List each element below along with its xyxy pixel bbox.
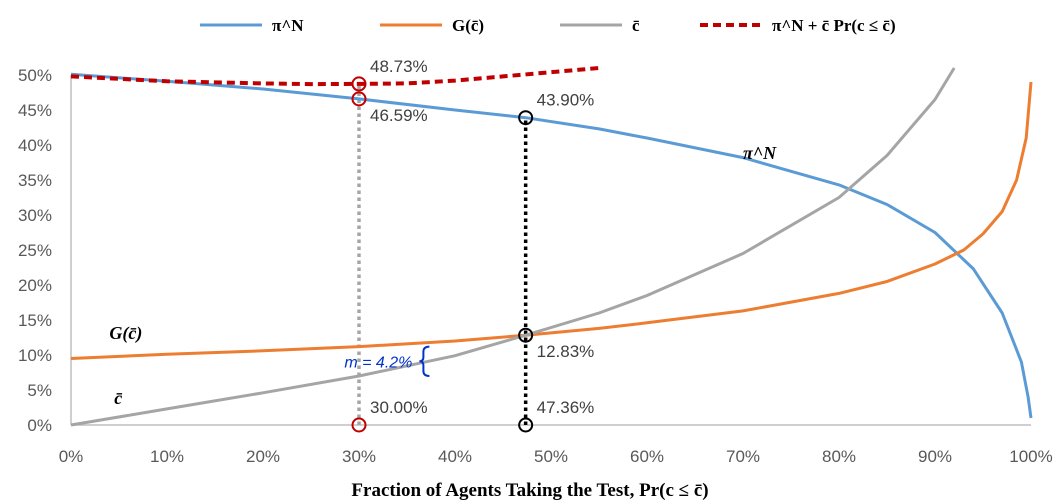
- y-tick-label: 20%: [18, 276, 52, 295]
- data-label: 48.73%: [370, 57, 428, 76]
- y-tick-label: 40%: [18, 136, 52, 155]
- axes: 0% 10% 20% 30% 40% 50% 60% 70% 80% 90% 100% 0% 5% 10%…: [18, 66, 1053, 466]
- y-tick-label: 5%: [27, 381, 52, 400]
- point-marker: [351, 91, 367, 107]
- x-tick-label: 40%: [438, 447, 472, 466]
- x-tick-label: 80%: [822, 447, 856, 466]
- y-tick-label: 0%: [27, 416, 52, 435]
- annotation-label: π^N: [743, 143, 777, 163]
- markers: [351, 76, 534, 433]
- data-label: 30.00%: [370, 398, 428, 417]
- point-marker: [351, 417, 367, 433]
- legend-label: c̄: [632, 16, 640, 35]
- point-marker: [518, 110, 534, 126]
- point-marker: [351, 76, 367, 92]
- point-marker: [518, 417, 534, 433]
- x-tick-label: 90%: [918, 447, 952, 466]
- x-tick-label: 50%: [534, 447, 568, 466]
- y-tick-label: 10%: [18, 346, 52, 365]
- y-tick-label: 50%: [18, 66, 52, 85]
- x-axis-title: Fraction of Agents Taking the Test, Pr(c…: [351, 480, 708, 501]
- y-tick-label: 45%: [18, 101, 52, 120]
- point-marker: [518, 327, 534, 343]
- series-lines: [70, 66, 1033, 427]
- x-tick-label: 20%: [246, 447, 280, 466]
- annotation-label: G(c̄): [109, 323, 142, 344]
- legend-label: G(c̄): [452, 16, 484, 35]
- data-label: 43.90%: [537, 91, 595, 110]
- data-labels: 48.73% 46.59% 43.90% 12.83% 30.00% 47.36%: [370, 57, 594, 417]
- y-tick-label: 35%: [18, 171, 52, 190]
- y-tick-label: 25%: [18, 241, 52, 260]
- annotation-label: c̄: [114, 388, 123, 408]
- data-label: 47.36%: [537, 398, 595, 417]
- vertical-guides: [357, 83, 528, 425]
- series-line: [70, 72, 1033, 419]
- legend-label: π^N + c̄ Pr(c ≤ c̄): [772, 16, 896, 35]
- x-tick-label: 30%: [342, 447, 376, 466]
- y-tick-label: 30%: [18, 206, 52, 225]
- annotation-label: m = 4.2%: [344, 354, 412, 371]
- x-tick-label: 10%: [150, 447, 184, 466]
- brace-shape: [419, 345, 430, 377]
- legend-label: π^N: [272, 16, 304, 35]
- series-line: [70, 81, 1033, 360]
- x-tick-label: 100%: [1009, 447, 1052, 466]
- data-label: 12.83%: [537, 342, 595, 361]
- x-tick-label: 70%: [726, 447, 760, 466]
- data-label: 46.59%: [370, 106, 428, 125]
- x-tick-label: 60%: [630, 447, 664, 466]
- annotations: π^N G(c̄) c̄ m = 4.2%: [109, 143, 777, 408]
- legend: π^N G(c̄) c̄ π^N + c̄ Pr(c ≤ c̄): [200, 16, 896, 35]
- series-line: [70, 67, 956, 427]
- series-line: [70, 66, 600, 87]
- x-tick-label: 0%: [59, 447, 84, 466]
- y-tick-label: 15%: [18, 311, 52, 330]
